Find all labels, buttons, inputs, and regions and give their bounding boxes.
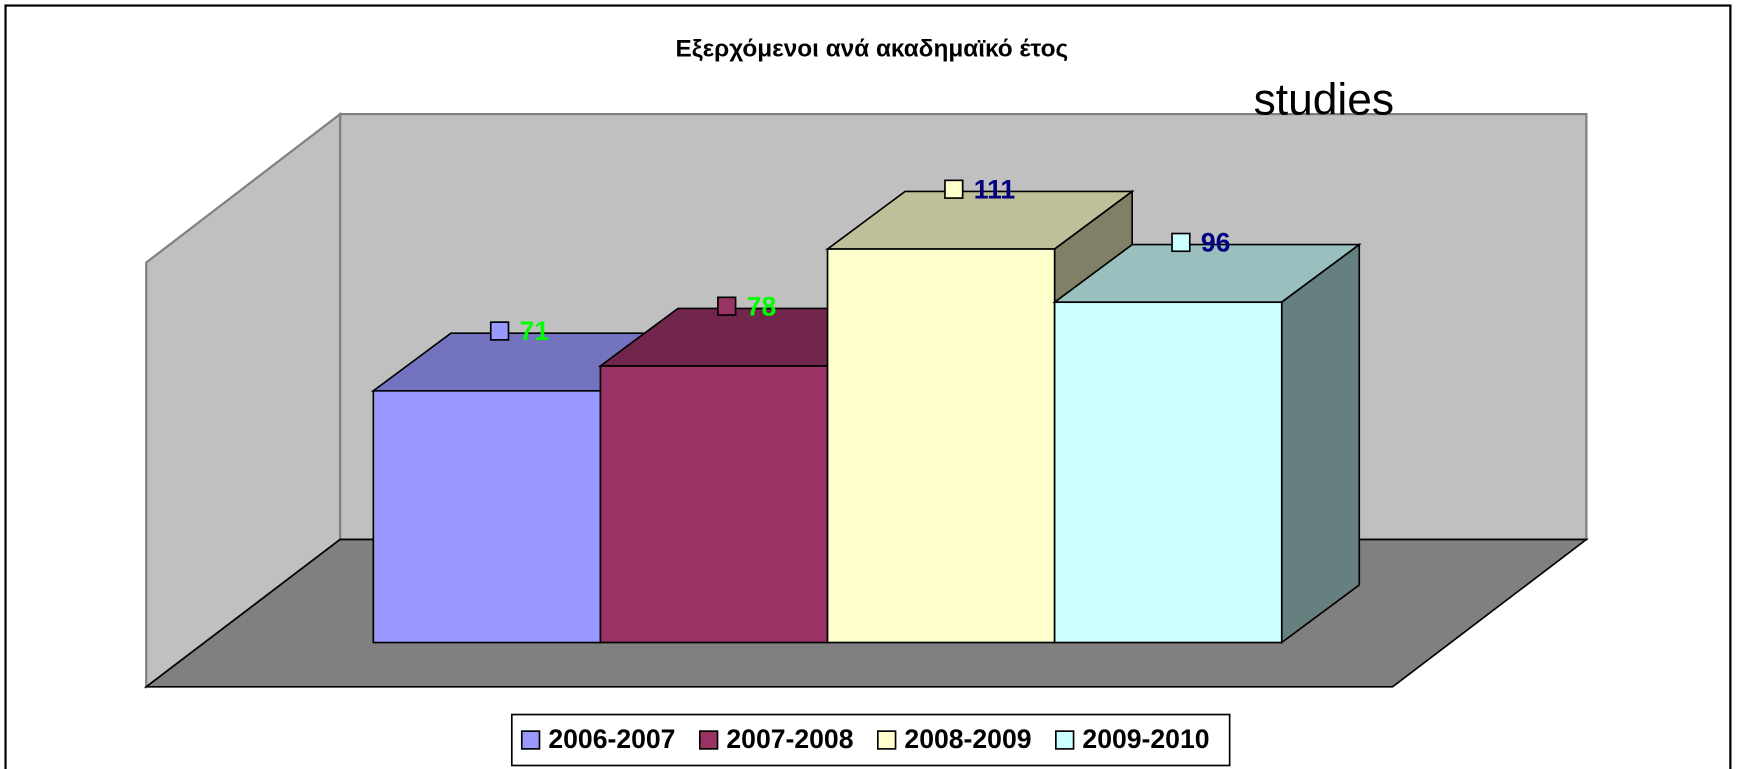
value-label: 111: [974, 174, 1016, 204]
bar: [372, 390, 602, 644]
bar: [826, 248, 1056, 644]
value-label: 78: [747, 291, 777, 321]
annotation: studies: [1254, 76, 1394, 125]
legend-label: 2008-2009: [904, 724, 1031, 754]
value-label-key: [944, 179, 964, 199]
legend-label: 2009-2010: [1082, 724, 1209, 754]
legend-key: [698, 730, 719, 750]
chart-area: Εξερχόμενοι ανά ακαδημαϊκό έτος studies …: [4, 4, 1732, 769]
legend-label: 2007-2008: [726, 724, 853, 754]
value-label-key: [1171, 232, 1191, 253]
chart-title: Εξερχόμενοι ανά ακαδημαϊκό έτος: [676, 35, 1069, 62]
legend-key: [876, 730, 897, 750]
value-label-key: [717, 296, 737, 316]
legend-key: [520, 730, 541, 750]
legend-key: [1055, 730, 1075, 750]
value-label: 71: [520, 316, 550, 346]
value-label: 96: [1201, 228, 1231, 258]
bar-side: [1280, 242, 1361, 645]
bar: [1053, 301, 1283, 644]
bar: [599, 365, 829, 644]
legend-label: 2006-2007: [548, 724, 675, 754]
legend-box: [510, 713, 1231, 767]
value-label-key: [489, 321, 510, 341]
